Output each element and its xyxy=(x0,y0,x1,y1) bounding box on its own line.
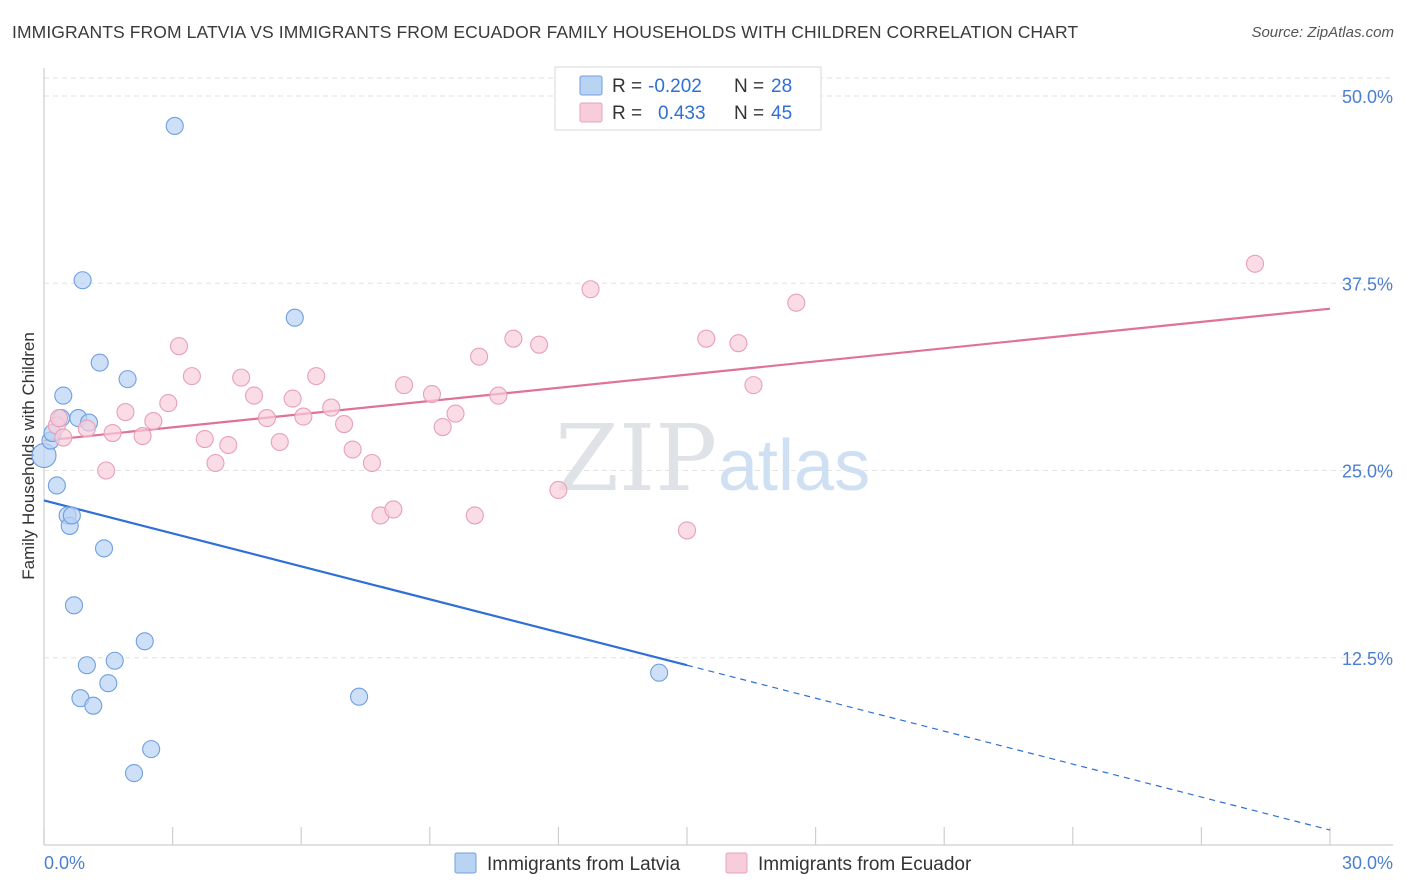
y-tick-label: 25.0% xyxy=(1342,462,1393,482)
y-tick-label: 50.0% xyxy=(1342,87,1393,107)
point-latvia xyxy=(77,656,96,675)
point-ecuador xyxy=(77,419,96,438)
legend-n-label-latvia: N = xyxy=(734,76,764,97)
data-points xyxy=(31,116,1265,783)
point-ecuador xyxy=(395,376,414,395)
point-latvia xyxy=(90,353,109,372)
point-ecuador xyxy=(422,385,441,404)
bottom-legend-swatch-latvia xyxy=(454,852,477,874)
point-latvia xyxy=(99,674,118,693)
point-ecuador xyxy=(1245,254,1265,273)
point-ecuador xyxy=(322,398,341,417)
legend: R = -0.202 N = 28 R = 0.433 N = 45 xyxy=(554,66,822,131)
point-ecuador xyxy=(729,334,748,353)
point-latvia xyxy=(64,596,84,615)
point-latvia xyxy=(142,740,161,759)
legend-r-label-ecuador: R = xyxy=(612,103,642,124)
chart-title: IMMIGRANTS FROM LATVIA VS IMMIGRANTS FRO… xyxy=(12,22,1079,42)
y-tick-label: 12.5% xyxy=(1342,649,1393,669)
point-ecuador xyxy=(787,293,806,312)
point-ecuador xyxy=(144,412,163,431)
point-ecuador xyxy=(470,347,489,366)
point-ecuador xyxy=(270,432,289,452)
point-ecuador xyxy=(169,337,189,356)
point-ecuador xyxy=(504,329,523,348)
point-ecuador xyxy=(581,280,600,299)
point-latvia xyxy=(105,651,124,670)
y-tick-label: 37.5% xyxy=(1342,274,1393,294)
point-ecuador xyxy=(307,367,326,386)
point-ecuador xyxy=(103,423,122,443)
bottom-legend: Immigrants from Latvia Immigrants from E… xyxy=(454,852,972,875)
point-ecuador xyxy=(219,435,238,455)
x-tick-label-min: 0.0% xyxy=(44,853,85,873)
point-ecuador xyxy=(206,453,225,473)
point-latvia xyxy=(135,632,154,651)
trend-lines xyxy=(43,307,1331,831)
gridlines xyxy=(44,77,1393,659)
point-ecuador xyxy=(530,335,549,354)
y-axis-label: Family Households with Children xyxy=(19,332,38,580)
point-ecuador xyxy=(294,407,313,426)
point-ecuador xyxy=(54,428,73,447)
point-ecuador xyxy=(446,404,465,423)
point-ecuador xyxy=(549,480,568,500)
point-latvia xyxy=(165,116,184,136)
point-ecuador xyxy=(133,426,152,446)
trend-line-extension-latvia xyxy=(686,664,1331,831)
trend-line-latvia xyxy=(43,499,688,667)
point-ecuador xyxy=(257,409,276,428)
source-credit: Source: ZipAtlas.com xyxy=(1251,24,1394,41)
y-tick-labels: 12.5% 25.0% 37.5% 50.0% xyxy=(1342,87,1393,669)
bottom-legend-label-ecuador: Immigrants from Ecuador xyxy=(758,854,972,875)
legend-swatch-ecuador xyxy=(579,102,603,123)
legend-n-value-ecuador: 45 xyxy=(771,103,792,124)
bottom-legend-label-latvia: Immigrants from Latvia xyxy=(487,854,681,875)
legend-n-label-ecuador: N = xyxy=(734,103,764,124)
point-ecuador xyxy=(283,389,302,408)
point-latvia xyxy=(118,370,137,389)
legend-r-value-ecuador: 0.433 xyxy=(658,103,706,124)
point-ecuador xyxy=(343,440,362,459)
point-latvia xyxy=(124,764,144,783)
point-latvia xyxy=(73,271,92,290)
legend-n-value-latvia: 28 xyxy=(771,76,792,97)
point-ecuador xyxy=(697,329,716,348)
watermark: ZIP atlas xyxy=(555,405,870,512)
point-ecuador xyxy=(232,368,251,387)
watermark-atlas: atlas xyxy=(718,426,870,506)
point-ecuador xyxy=(335,415,354,434)
point-ecuador xyxy=(195,429,214,449)
point-ecuador xyxy=(97,461,116,480)
point-latvia xyxy=(47,476,66,495)
point-latvia xyxy=(650,663,669,682)
point-latvia xyxy=(285,308,304,327)
point-ecuador xyxy=(159,394,178,413)
x-tick-labels: 0.0% 30.0% xyxy=(44,853,1393,873)
point-ecuador xyxy=(489,386,508,405)
legend-swatch-latvia xyxy=(579,75,603,96)
point-ecuador xyxy=(362,453,381,473)
bottom-legend-swatch-ecuador xyxy=(725,852,748,874)
point-ecuador xyxy=(744,376,763,395)
point-latvia xyxy=(54,386,73,405)
legend-r-label-latvia: R = xyxy=(612,76,642,97)
point-ecuador xyxy=(49,409,69,428)
legend-r-value-latvia: -0.202 xyxy=(648,76,702,97)
point-ecuador xyxy=(465,506,484,525)
point-latvia xyxy=(350,687,369,706)
point-ecuador xyxy=(244,386,264,405)
point-ecuador xyxy=(433,418,452,437)
point-latvia xyxy=(62,506,81,525)
point-ecuador xyxy=(182,367,201,386)
point-ecuador xyxy=(384,500,403,519)
point-latvia xyxy=(84,696,103,715)
point-latvia xyxy=(94,539,114,558)
x-tick-label-max: 30.0% xyxy=(1342,853,1393,873)
watermark-zip: ZIP xyxy=(555,405,717,512)
point-ecuador xyxy=(116,403,135,422)
point-ecuador xyxy=(677,521,697,540)
